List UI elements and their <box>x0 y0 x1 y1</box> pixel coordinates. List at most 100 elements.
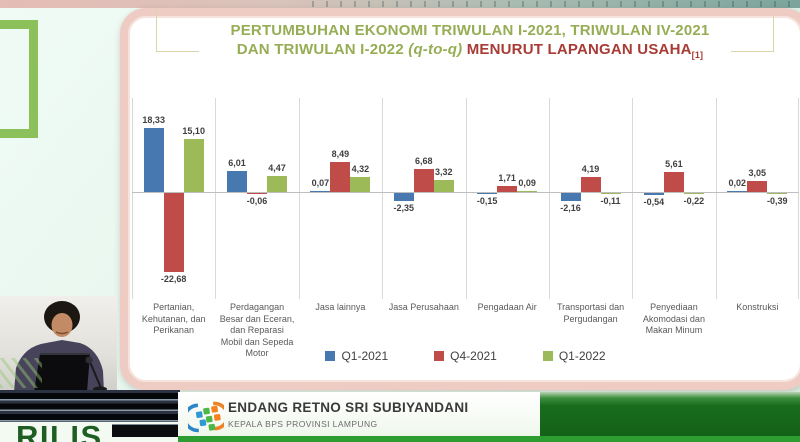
bar-q1-2022-cat5 <box>517 191 538 192</box>
gridline <box>215 98 216 299</box>
bar-q4-2021-cat5 <box>497 186 518 192</box>
legend-swatch <box>325 351 336 361</box>
bar-value-label: 4,32 <box>351 163 370 174</box>
bar-q1-2022-cat1 <box>183 139 204 192</box>
bar-q1-2022-cat8 <box>767 193 788 195</box>
category-label-3: Jasa lainnya <box>315 302 366 312</box>
desk-edge-stripes <box>0 390 180 424</box>
bar-value-label: 0,02 <box>728 178 747 189</box>
speaker-figure <box>14 301 107 392</box>
bar-q1-2022-cat4 <box>433 180 454 192</box>
top-window-strip <box>0 0 800 8</box>
bar-value-label: -0,11 <box>600 195 621 206</box>
bar-q1-2022-cat2 <box>267 176 288 192</box>
speaker-name: ENDANG RETNO SRI SUBIYANDANI <box>228 400 469 415</box>
gridline <box>632 98 633 299</box>
bar-q4-2021-cat1 <box>163 193 184 273</box>
plot-area: 18,33 6,01 0,07 -2,35 -0,15 -2,16 -0,54 0,02 -22… <box>132 98 799 299</box>
legend-item-q1-2021: Q1-2021 <box>325 349 388 363</box>
legend-label: Q4-2021 <box>450 349 497 363</box>
gridline <box>299 98 300 299</box>
title-frame-left-bracket <box>156 12 199 52</box>
bar-value-label: -0,39 <box>767 196 788 207</box>
bar-q4-2021-cat2 <box>247 193 268 194</box>
bar-q1-2021-cat8 <box>727 191 748 192</box>
chart-legend: Q1-2021 Q4-2021 Q1-2022 <box>132 349 799 363</box>
legend-label: Q1-2021 <box>341 349 389 363</box>
gridline <box>549 98 550 299</box>
category-label-8: Konstruksi <box>736 302 779 312</box>
legend-swatch <box>434 351 445 361</box>
bar-q1-2021-cat4 <box>393 193 414 202</box>
slide-title-line2: DAN TRIWULAN I-2022 (q-to-q) MENURUT LAP… <box>236 41 704 60</box>
bar-value-label: -0,06 <box>246 195 268 206</box>
bar-q4-2021-cat4 <box>413 168 434 192</box>
gridline <box>716 98 717 299</box>
bar-value-label: 6,01 <box>228 157 246 168</box>
slide-title-line1: PERTUMBUHAN EKONOMI TRIWULAN I-2021, TRI… <box>230 22 710 39</box>
bar-value-label: 3,05 <box>748 168 767 179</box>
bar-value-label: 0,09 <box>518 178 536 189</box>
bar-value-label: 3,32 <box>435 167 453 178</box>
category-label-4: Jasa Perusahaan <box>388 302 459 312</box>
footer-green-strip <box>178 436 800 442</box>
legend-item-q4-2021: Q4-2021 <box>434 349 497 363</box>
watermark-text: RILIS <box>16 419 103 442</box>
category-axis: Pertanian, Kehutanan, dan Perikanan Perda… <box>132 302 799 360</box>
bar-value-label: -0,15 <box>476 195 498 206</box>
bps-logo-icon <box>188 401 224 433</box>
legend-label: Q1-2022 <box>558 349 606 363</box>
gridline <box>798 98 799 299</box>
slide-card <box>120 8 800 390</box>
bar-q4-2021-cat8 <box>747 181 768 192</box>
top-strip-tick-marks <box>300 1 800 7</box>
bar-value-label: 5,61 <box>665 159 683 170</box>
desk-edge-slab <box>112 424 178 437</box>
webcam-video <box>0 296 117 392</box>
bar-q4-2021-cat6 <box>580 177 601 192</box>
bar-value-label: 6,68 <box>415 155 433 166</box>
bar-value-label: 0,07 <box>311 178 330 189</box>
bar-value-label: -0,22 <box>683 195 705 206</box>
category-label-6: Transportasi dan Pergudangan <box>556 302 625 324</box>
bar-q1-2022-cat3 <box>350 176 371 192</box>
legend-swatch <box>542 351 553 361</box>
slide-title: PERTUMBUHAN EKONOMI TRIWULAN I-2021, TRI… <box>140 21 800 65</box>
webcam-background-stripes <box>0 358 42 388</box>
bar-q1-2022-cat7 <box>683 193 704 194</box>
bar-q4-2021-cat7 <box>663 172 684 192</box>
gridline <box>382 98 383 299</box>
bar-value-label: 18,33 <box>142 114 165 125</box>
bar-value-label: -2,16 <box>560 202 581 213</box>
speaker-name-bar: ENDANG RETNO SRI SUBIYANDANI KEPALA BPS … <box>178 392 800 442</box>
zero-axis-line <box>132 192 799 193</box>
category-label-7: Penyediaan Akomodasi dan Makan Minum <box>642 302 705 335</box>
bar-q1-2021-cat7 <box>643 193 664 195</box>
gridline <box>466 98 467 299</box>
bar-value-label: 8,49 <box>331 149 350 160</box>
bar-value-label: 4,19 <box>581 164 600 175</box>
footer-green-block <box>540 392 800 442</box>
bar-value-label: 4,47 <box>268 163 286 174</box>
legend-item-q1-2022: Q1-2022 <box>542 349 606 363</box>
bar-q1-2021-cat5 <box>477 193 498 194</box>
bar-value-label: -22,68 <box>160 274 187 285</box>
decorative-green-square <box>0 20 38 138</box>
bar-q1-2021-cat2 <box>227 170 248 192</box>
title-frame-right-bracket <box>731 12 774 52</box>
bar-value-label: -0,54 <box>643 196 665 207</box>
bar-q4-2021-cat3 <box>330 162 351 192</box>
bar-value-label: 15,10 <box>182 126 205 137</box>
bar-q1-2022-cat6 <box>600 193 621 194</box>
bar-q1-2021-cat3 <box>310 191 331 192</box>
category-label-1: Pertanian, Kehutanan, dan Perikanan <box>141 302 206 335</box>
bar-value-label: 1,71 <box>498 173 516 183</box>
gridline <box>132 98 133 299</box>
speaker-name-panel <box>178 392 540 442</box>
category-label-2: Perdagangan Besar dan Eceran, dan Repara… <box>219 302 295 358</box>
speaker-title: KEPALA BPS PROVINSI LAMPUNG <box>228 419 378 429</box>
bar-q1-2021-cat6 <box>560 193 581 201</box>
bar-value-label: -2,35 <box>393 203 415 214</box>
category-label-5: Pengadaan Air <box>477 302 537 312</box>
